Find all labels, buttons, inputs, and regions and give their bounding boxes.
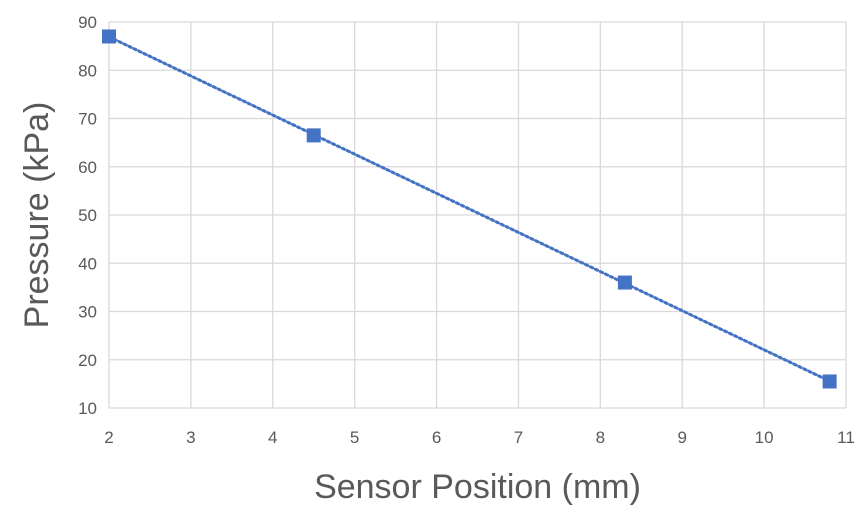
y-tick-label: 40 — [78, 254, 97, 273]
x-tick-label: 8 — [596, 428, 605, 447]
y-axis-tick-labels: 10 20 30 40 50 60 70 80 90 — [78, 13, 97, 418]
trendline-group — [107, 35, 832, 383]
data-point-marker — [102, 29, 116, 44]
y-tick-label: 10 — [78, 399, 97, 418]
x-tick-label: 2 — [104, 428, 113, 447]
x-tick-label: 7 — [514, 428, 523, 447]
y-tick-label: 80 — [78, 61, 97, 80]
data-point-marker — [306, 128, 321, 143]
x-tick-label: 10 — [755, 428, 774, 447]
linear-trendline — [107, 35, 832, 383]
y-axis-title: Pressure (kPa) — [18, 102, 56, 329]
x-tick-label: 6 — [432, 428, 441, 447]
y-tick-label: 70 — [78, 110, 97, 129]
x-tick-label: 4 — [268, 428, 277, 447]
y-tick-label: 90 — [78, 13, 97, 32]
data-points — [102, 29, 837, 389]
y-tick-label: 30 — [78, 303, 97, 322]
y-tick-label: 50 — [78, 206, 97, 225]
y-tick-label: 20 — [78, 351, 97, 370]
data-point-marker — [822, 374, 837, 389]
data-point-marker — [617, 275, 632, 290]
x-axis-tick-labels: 2 3 4 5 6 7 8 9 10 11 — [104, 428, 855, 447]
x-tick-label: 11 — [837, 428, 855, 447]
x-tick-label: 9 — [677, 428, 686, 447]
gridlines — [108, 21, 847, 409]
x-tick-label: 5 — [350, 428, 359, 447]
x-axis-title: Sensor Position (mm) — [314, 468, 641, 506]
y-tick-label: 60 — [78, 158, 97, 177]
x-tick-label: 3 — [186, 428, 195, 447]
